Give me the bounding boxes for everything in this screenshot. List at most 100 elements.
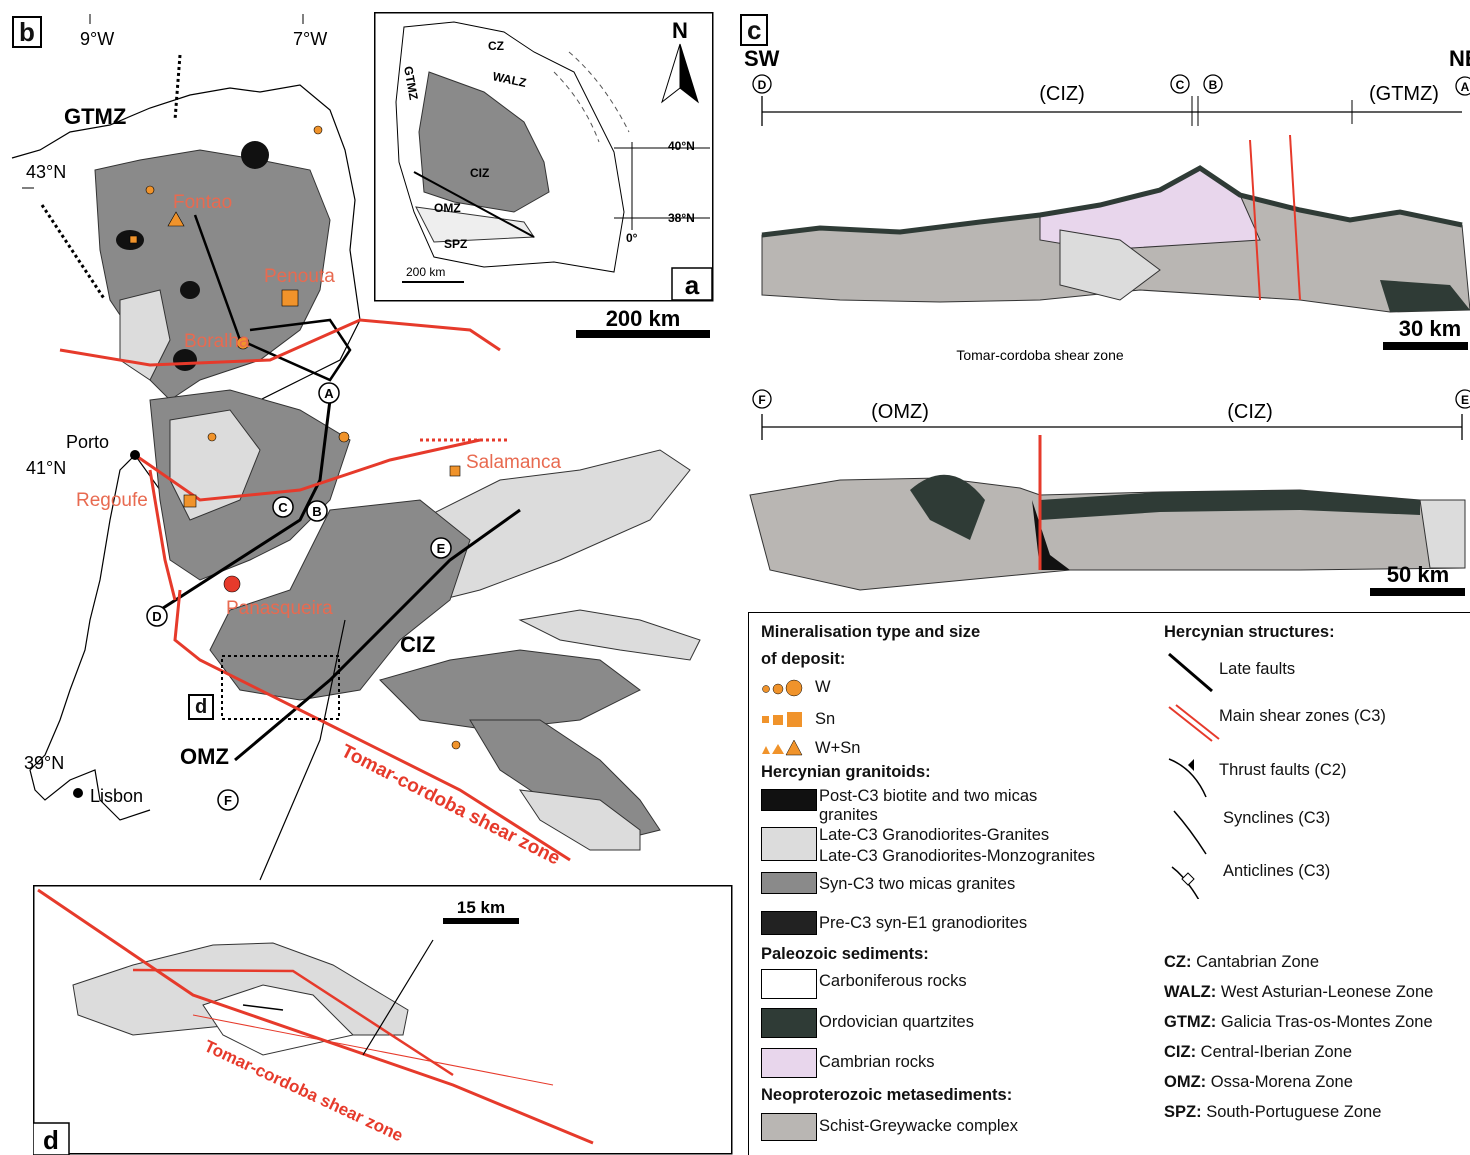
deposit-salamanca: Salamanca: [466, 452, 561, 473]
lat-41n: 41°N: [26, 458, 66, 478]
legend-mineral-symbols: [762, 679, 803, 756]
legend-carboniferous: Carboniferous rocks: [819, 972, 967, 990]
inset-zone-omz: OMZ: [434, 201, 461, 215]
shear-title-line: Tomar-cordoba shear zone: [956, 347, 1124, 363]
panel-letter-b: b: [12, 16, 42, 48]
legend-schist: Schist-Greywacke complex: [819, 1117, 1018, 1135]
section-c-zone-ciz-2: (CIZ): [1227, 401, 1273, 423]
legend-wsn: W+Sn: [815, 739, 861, 757]
deposit-regoufe: Regoufe: [76, 490, 148, 511]
swatch-schist: [761, 1113, 817, 1141]
lon-9w: 9°W: [80, 29, 114, 49]
legend-post-c3-1: Post-C3 biotite and two micas: [819, 787, 1038, 805]
section-c-point-a: A: [1461, 80, 1470, 94]
swatch-late-c3: [761, 827, 817, 861]
legend-granitoids-title: Hercynian granitoids:: [761, 763, 931, 781]
swatch-post-c3: [761, 789, 817, 811]
panel-letter-c: c: [740, 14, 769, 46]
deposit-boralha: Boralha: [184, 331, 250, 352]
direction-sw: SW: [744, 46, 780, 71]
legend: Mineralisation type and size of deposit:…: [748, 612, 1470, 1155]
legend-late-faults: Late faults: [1219, 660, 1296, 678]
section-point-b: B: [312, 504, 321, 519]
lon-7w: 7°W: [293, 29, 327, 49]
section-c-scale-top: 30 km: [1399, 316, 1461, 341]
legend-structure-symbols: [1168, 652, 1220, 899]
panel-letter-d: d: [43, 1125, 59, 1155]
section-c-zone-omz: (OMZ): [871, 401, 929, 423]
inset-lon-0: 0°: [626, 231, 638, 245]
abbr-gtmz: GTMZ: Galicia Tras-os-Montes Zone: [1164, 1013, 1433, 1031]
legend-w: W: [815, 678, 831, 696]
deposit-penouta: Penouta: [264, 266, 335, 287]
swatch-pre-c3: [761, 911, 817, 935]
lat-39n: 39°N: [24, 753, 64, 773]
inset-lat-38n: 38°N: [668, 211, 695, 225]
legend-mineral-title-1: Mineralisation type and size: [761, 623, 981, 641]
section-point-c: C: [278, 500, 288, 515]
section-c-point-f: F: [758, 393, 765, 407]
panel-d-map: 15 km Tomar-cordoba shear zone d: [33, 885, 733, 1155]
shear-zone-label-d: Tomar-cordoba shear zone: [201, 1036, 406, 1145]
north-label: N: [672, 18, 688, 43]
scale-200km: 200 km: [606, 306, 681, 331]
city-porto: Porto: [66, 432, 109, 452]
section-point-e: E: [437, 541, 446, 556]
panel-b-map: A B C D E F 9°W 7°W 43°N 41°N 39°N Porto…: [11, 14, 710, 881]
legend-thrust: Thrust faults (C2): [1219, 761, 1347, 779]
inset-zone-gtmz: GTMZ: [401, 65, 421, 101]
legend-neoproterozoic-title: Neoproterozoic metasediments:: [761, 1086, 1013, 1104]
swatch-cambrian: [761, 1048, 817, 1078]
swatch-carboniferous: [761, 969, 817, 999]
inset-zone-walz: WALZ: [491, 69, 527, 90]
section-c-point-d: D: [758, 78, 767, 92]
legend-syn-c3: Syn-C3 two micas granites: [819, 875, 1016, 893]
legend-ordovician: Ordovician quartzites: [819, 1013, 974, 1031]
panel-c-sections: SW NE D C B A (CIZ) (GTMZ) 30 km Tomar-c…: [744, 46, 1470, 596]
inset-lat-40n: 40°N: [668, 139, 695, 153]
legend-main-shear: Main shear zones (C3): [1219, 707, 1386, 725]
abbr-walz: WALZ: West Asturian-Leonese Zone: [1164, 983, 1434, 1001]
deposit-panasqueira: Panasqueira: [226, 598, 333, 619]
section-c-zone-ciz: (CIZ): [1039, 83, 1085, 105]
inset-scale: 200 km: [406, 265, 445, 279]
section-c-scale-bottom: 50 km: [1387, 562, 1449, 587]
legend-late-c3-a: Late-C3 Granodiorites-Granites: [819, 826, 1050, 844]
inset-zone-spz: SPZ: [444, 237, 467, 251]
section-c-point-c: C: [1176, 78, 1185, 92]
section-c-point-b: B: [1209, 78, 1218, 92]
legend-structures-title: Hercynian structures:: [1164, 623, 1335, 641]
legend-post-c3-2: granites: [819, 806, 878, 824]
swatch-syn-c3: [761, 872, 817, 894]
direction-ne: NE: [1449, 46, 1470, 71]
section-point-a: A: [324, 386, 334, 401]
legend-synclines: Synclines (C3): [1223, 809, 1331, 827]
abbr-ciz: CIZ: Central-Iberian Zone: [1164, 1043, 1352, 1061]
abbr-cz: CZ: Cantabrian Zone: [1164, 953, 1320, 971]
lat-43n: 43°N: [26, 162, 66, 182]
zone-gtmz: GTMZ: [64, 104, 126, 129]
legend-pre-c3: Pre-C3 syn-E1 granodiorites: [819, 914, 1028, 932]
legend-mineral-title-2: of deposit:: [761, 650, 846, 668]
section-point-f: F: [224, 793, 232, 808]
legend-sn: Sn: [815, 710, 836, 728]
inset-marker-d: d: [188, 694, 215, 720]
inset-zone-ciz: CIZ: [470, 166, 489, 180]
zone-omz: OMZ: [180, 744, 229, 769]
deposit-fontao: Fontao: [173, 192, 232, 213]
swatch-ordovician: [761, 1008, 817, 1038]
panel-letter-a: a: [685, 270, 700, 300]
zone-ciz: CIZ: [400, 632, 435, 657]
section-c-zone-gtmz: (GTMZ): [1369, 83, 1439, 105]
inset-zone-cz: CZ: [488, 39, 504, 53]
legend-anticlines: Anticlines (C3): [1223, 862, 1331, 880]
legend-late-c3-b: Late-C3 Granodiorites-Monzogranites: [819, 847, 1096, 865]
city-lisbon: Lisbon: [90, 786, 143, 806]
abbr-spz: SPZ: South-Portuguese Zone: [1164, 1103, 1382, 1121]
legend-cambrian: Cambrian rocks: [819, 1053, 935, 1071]
panel-a-inset: N CZ WALZ GTMZ CIZ OMZ SPZ 40°N 38°N 0° …: [374, 12, 714, 302]
panel-d-scale: 15 km: [457, 898, 505, 917]
section-point-d: D: [152, 609, 161, 624]
legend-paleozoic-title: Paleozoic sediments:: [761, 945, 929, 963]
